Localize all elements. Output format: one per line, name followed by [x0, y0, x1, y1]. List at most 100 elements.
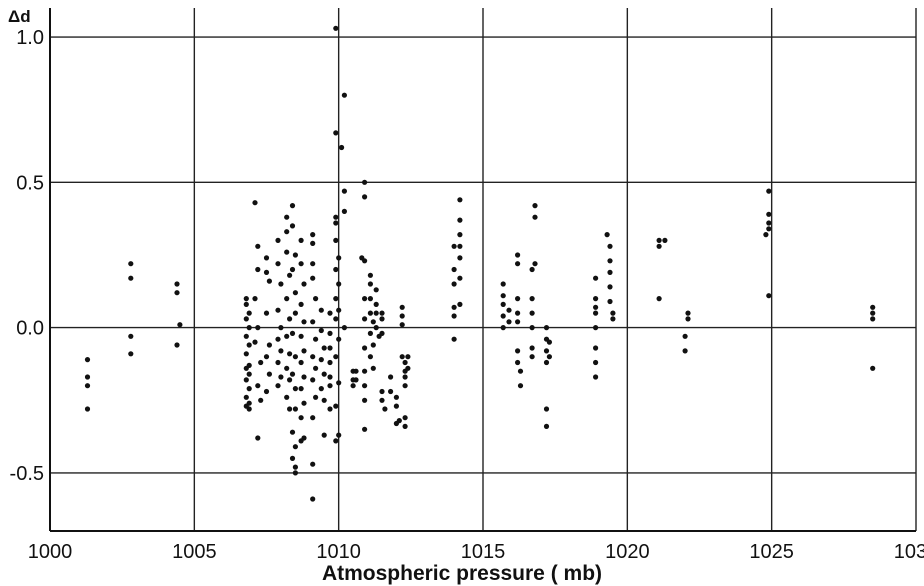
data-point: [543, 423, 550, 429]
data-point: [289, 223, 296, 229]
data-point: [177, 322, 183, 328]
data-point: [252, 200, 258, 206]
data-point: [275, 336, 281, 342]
data-point: [529, 296, 535, 302]
data-point: [362, 426, 368, 432]
data-point: [339, 144, 345, 151]
data-point: [388, 388, 394, 395]
data-point: [321, 345, 327, 351]
data-point: [243, 394, 249, 400]
data-point: [500, 325, 506, 331]
data-point: [593, 296, 599, 302]
data-point: [529, 354, 535, 360]
data-point: [278, 281, 284, 287]
data-point: [174, 342, 180, 348]
data-point: [766, 220, 772, 226]
data-point: [379, 330, 385, 336]
data-point: [292, 464, 298, 470]
data-point: [298, 237, 304, 243]
y-tick-label: 0.0: [16, 318, 44, 340]
data-point: [399, 313, 405, 319]
data-point: [333, 130, 339, 136]
data-point: [284, 296, 290, 302]
data-point: [255, 325, 261, 331]
data-point: [333, 403, 339, 409]
data-point: [266, 371, 272, 377]
data-point: [327, 330, 333, 336]
x-tick-label: 1010: [316, 541, 361, 563]
data-point: [336, 307, 342, 313]
data-point: [84, 357, 91, 363]
data-point: [292, 444, 298, 450]
x-tick-label: 1025: [749, 541, 794, 563]
data-point: [313, 394, 319, 400]
data-point: [457, 301, 463, 307]
data-point: [128, 261, 134, 267]
data-point: [310, 275, 316, 281]
data-point: [870, 304, 876, 310]
data-point: [301, 319, 307, 325]
data-point: [336, 380, 342, 386]
data-point: [278, 374, 284, 380]
data-point: [457, 217, 463, 223]
data-point: [517, 383, 524, 389]
data-point: [763, 232, 769, 238]
data-point: [278, 325, 284, 331]
data-point: [367, 296, 373, 302]
data-point: [327, 383, 333, 389]
data-point: [313, 296, 319, 302]
data-point: [275, 307, 281, 313]
data-point: [593, 325, 599, 331]
data-point: [382, 406, 388, 412]
data-point: [546, 339, 553, 345]
data-point: [685, 316, 691, 322]
data-point: [263, 388, 270, 395]
data-point: [362, 194, 368, 200]
data-point: [301, 400, 307, 406]
data-point: [336, 336, 342, 342]
data-point: [287, 406, 293, 412]
data-point: [500, 313, 506, 319]
data-point: [543, 325, 550, 331]
data-point: [685, 310, 691, 316]
data-point: [255, 383, 261, 389]
data-point: [682, 348, 688, 354]
data-point: [350, 383, 356, 389]
data-point: [289, 203, 296, 209]
data-point: [333, 316, 339, 322]
data-point: [593, 310, 599, 316]
data-point: [451, 304, 457, 310]
data-point: [607, 243, 613, 249]
data-point: [310, 496, 316, 502]
data-point: [399, 322, 405, 328]
data-point: [593, 345, 599, 351]
data-point: [252, 339, 258, 345]
data-point: [321, 371, 327, 377]
data-point: [246, 386, 252, 392]
data-point: [284, 249, 290, 255]
data-point: [284, 229, 290, 235]
data-point: [607, 284, 613, 290]
data-point: [402, 359, 408, 366]
data-point: [515, 310, 521, 316]
data-point: [327, 374, 333, 380]
x-axis-label: Atmospheric pressure ( mb): [322, 562, 602, 585]
data-point: [298, 359, 304, 366]
x-tick-label: 1020: [605, 541, 650, 563]
data-point: [402, 383, 408, 389]
data-point: [532, 203, 538, 209]
data-point: [301, 374, 307, 380]
data-point: [333, 266, 339, 273]
data-point: [289, 371, 296, 377]
data-point: [298, 386, 304, 392]
x-tick-label: 1030: [894, 541, 924, 563]
data-point: [457, 255, 463, 261]
data-point: [243, 365, 249, 371]
data-point: [318, 327, 324, 334]
y-tick-label: -0.5: [10, 463, 44, 485]
data-point: [341, 208, 347, 214]
data-point: [310, 415, 316, 421]
data-point: [362, 258, 368, 264]
data-point: [451, 243, 457, 249]
data-point: [321, 432, 327, 438]
